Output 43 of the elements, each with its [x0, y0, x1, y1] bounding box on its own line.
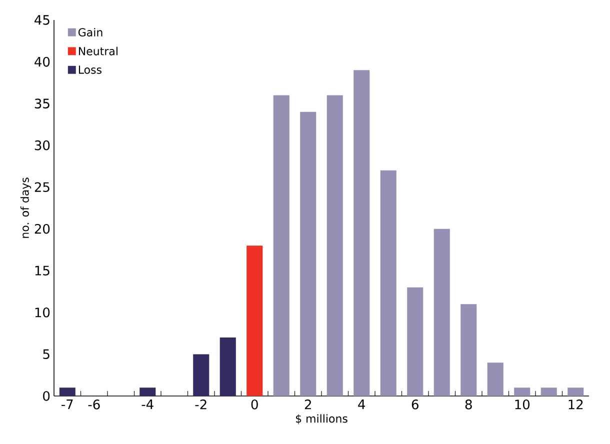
y-tick-label: 40 [34, 56, 50, 67]
legend-label: Neutral [78, 46, 118, 56]
x-tick-label: 10 [515, 400, 530, 410]
x-tick-label: 2 [304, 400, 311, 410]
bar [300, 112, 316, 396]
bar [487, 362, 504, 396]
legend-label: Loss [78, 66, 102, 74]
y-tick-label: 30 [34, 140, 50, 150]
x-tick-label: 12 [568, 400, 583, 410]
bar [220, 338, 236, 396]
bar [273, 95, 290, 396]
y-axis-title: no. of days [20, 178, 32, 238]
bar [59, 388, 76, 396]
x-tick-label: 8 [465, 400, 472, 410]
bar [540, 388, 557, 396]
x-tick-label: -6 [88, 400, 100, 410]
y-tick-label: 25 [34, 182, 50, 192]
bar [140, 388, 156, 396]
bar [568, 388, 584, 396]
x-tick-label: -2 [195, 400, 206, 410]
y-tick-label: 15 [35, 266, 50, 276]
y-tick-label: 10 [35, 308, 50, 318]
bar [407, 287, 424, 396]
bar [326, 95, 343, 396]
bar [460, 304, 477, 396]
bar [434, 228, 450, 396]
x-tick-label: -4 [142, 400, 154, 409]
bar [193, 354, 210, 396]
y-tick-label: 0 [43, 391, 50, 401]
bar [354, 70, 370, 396]
bar [514, 388, 530, 396]
y-tick-label: 5 [43, 349, 50, 360]
legend-label: Gain [78, 28, 102, 36]
y-tick-label: 45 [34, 15, 50, 25]
bar [246, 246, 263, 396]
y-tick-label: 20 [34, 224, 50, 234]
x-tick-label: 0 [251, 400, 258, 410]
bar [380, 170, 396, 396]
x-tick-label: 6 [412, 400, 418, 410]
x-axis-title: $ millions [296, 414, 348, 424]
x-tick-label: 4 [358, 400, 366, 409]
y-tick-label: 35 [34, 98, 50, 108]
x-tick-label: -7 [62, 400, 73, 409]
